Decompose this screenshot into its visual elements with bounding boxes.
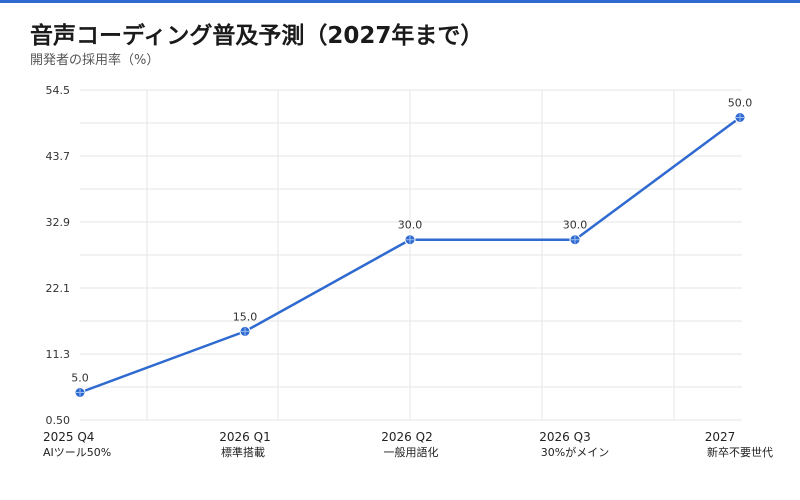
x-tick-note: 新卒不要世代: [707, 445, 773, 459]
data-label: 30.0: [563, 219, 588, 232]
x-tick-label: 2026 Q2: [381, 430, 432, 444]
y-tick-label: 11.3: [46, 348, 71, 361]
data-point: [734, 112, 746, 123]
x-tick-label: 2025 Q4: [43, 430, 94, 444]
x-tick-note: 標準搭載: [221, 445, 265, 459]
x-tick-label: 2026 Q3: [539, 430, 590, 444]
x-tick-label: 2026 Q1: [219, 430, 270, 444]
accent-bar: [0, 0, 800, 3]
series: [74, 112, 746, 398]
data-point: [569, 234, 581, 246]
data-label: 5.0: [71, 372, 89, 385]
data-labels: 5.0 15.0 30.0 30.0 50.0: [71, 97, 752, 385]
y-axis-ticks: 0.50 11.3 22.1 32.9 43.7 54.5: [46, 84, 71, 427]
chart-subtitle: 開発者の採用率（%）: [30, 53, 160, 68]
data-label: 15.0: [233, 310, 258, 323]
x-tick-note: 一般用語化: [384, 445, 439, 459]
x-tick-note: 30%がメイン: [541, 445, 609, 459]
y-tick-label: 22.1: [46, 282, 71, 295]
y-tick-label: 0.50: [46, 414, 71, 427]
y-tick-label: 32.9: [46, 216, 71, 229]
data-point: [404, 234, 416, 246]
data-point: [239, 325, 251, 337]
chart-title: 音声コーディング普及予測（2027年まで）: [30, 23, 484, 49]
data-label: 30.0: [398, 219, 423, 232]
y-tick-label: 54.5: [46, 84, 71, 97]
y-tick-label: 43.7: [46, 150, 71, 163]
grid: [80, 89, 742, 421]
x-tick-label: 2027: [705, 430, 736, 444]
x-tick-note: AIツール50%: [43, 446, 111, 459]
data-label: 50.0: [728, 97, 753, 110]
data-point: [74, 387, 86, 398]
